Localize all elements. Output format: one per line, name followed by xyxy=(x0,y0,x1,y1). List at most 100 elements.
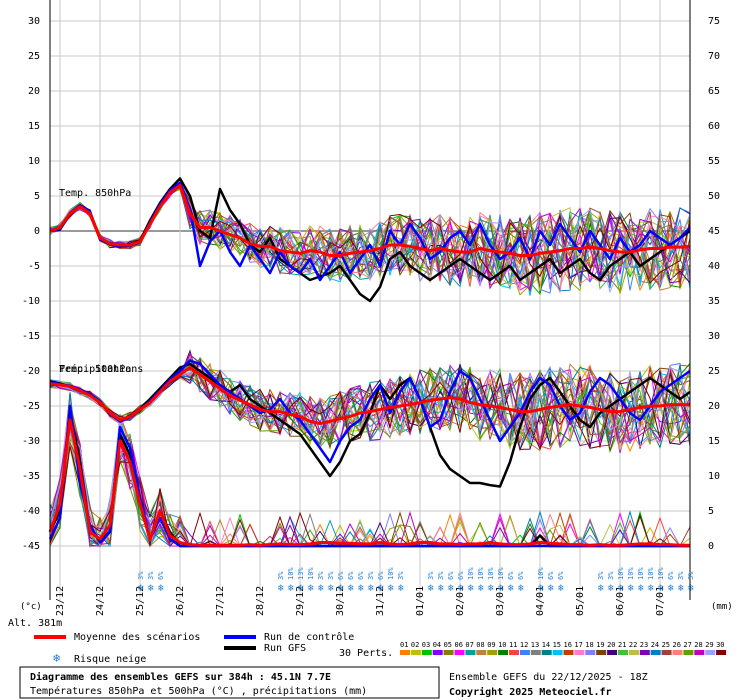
legend-control-label: Run de contrôle xyxy=(264,631,354,643)
right-tick-label: 45 xyxy=(708,226,720,237)
pert-swatch xyxy=(400,650,410,655)
pert-swatch xyxy=(661,650,672,655)
snowflake-icon: ❄ xyxy=(668,583,675,594)
pert-swatch xyxy=(683,650,694,655)
right-tick-label: 40 xyxy=(708,261,720,272)
left-tick-label: 25 xyxy=(28,51,40,62)
snowflake-icon: ❄ xyxy=(518,583,525,594)
snow-risk-label: 13% xyxy=(297,567,305,580)
pert-number: 18 xyxy=(585,641,593,649)
x-tick-label: 27/12 xyxy=(215,586,226,616)
snowflake-icon: ❄ xyxy=(338,583,345,594)
pert-number: 03 xyxy=(422,641,430,649)
pert-number: 23 xyxy=(640,641,648,649)
left-tick-label: 30 xyxy=(28,16,40,27)
x-tick-label: 29/12 xyxy=(295,586,306,616)
left-tick-label: 15 xyxy=(28,121,40,132)
x-tick-label: 02/01 xyxy=(455,586,466,616)
snow-risk-label: 6% xyxy=(517,571,525,580)
main-series-lines xyxy=(48,177,691,548)
pert-swatch xyxy=(607,650,618,655)
snow-risk-label: 10% xyxy=(617,567,625,580)
snowflake-icon: ❄ xyxy=(428,583,435,594)
pert-number: 30 xyxy=(716,641,724,649)
pert-number: 20 xyxy=(607,641,615,649)
snowflake-icon: ❄ xyxy=(298,583,305,594)
left-unit: (°c) xyxy=(20,602,42,612)
pert-swatch xyxy=(530,650,541,655)
pert-swatch xyxy=(454,650,465,655)
pert-swatch xyxy=(585,650,596,655)
snow-risk: 3%❄3%❄6%❄3%❄10%❄13%❄10%❄3%❄3%❄6%❄6%❄6%❄3… xyxy=(137,567,695,594)
snow-risk-label: 10% xyxy=(467,567,475,580)
pert-number: 25 xyxy=(662,641,670,649)
pert-number: 16 xyxy=(564,641,572,649)
chart-subtitle: Températures 850hPa et 500hPa (°C) , pré… xyxy=(30,685,367,697)
left-tick-label: -40 xyxy=(22,506,40,517)
pert-number: 06 xyxy=(455,641,463,649)
x-tick-label: 30/12 xyxy=(335,586,346,616)
snowflake-icon: ❄ xyxy=(158,583,165,594)
snowflake-icon: ❄ xyxy=(598,583,605,594)
legend-perts-label: 30 Perts. xyxy=(339,648,393,659)
x-tick-label: 01/01 xyxy=(415,586,426,616)
x-tick-label: 24/12 xyxy=(95,586,106,616)
pert-number: 11 xyxy=(509,641,517,649)
x-tick-label: 23/12 xyxy=(55,586,66,616)
x-tick-label: 04/01 xyxy=(535,586,546,616)
right-tick-label: 65 xyxy=(708,86,720,97)
snowflake-icon: ❄ xyxy=(628,583,635,594)
left-tick-label: 10 xyxy=(28,156,40,167)
right-tick-label: 15 xyxy=(708,436,720,447)
snowflake-icon: ❄ xyxy=(448,583,455,594)
pert-number: 26 xyxy=(673,641,681,649)
pert-number: 10 xyxy=(498,641,506,649)
pert-swatch xyxy=(487,650,498,655)
snow-risk-label: 10% xyxy=(307,567,315,580)
snow-risk-label: 10% xyxy=(637,567,645,580)
snowflake-icon: ❄ xyxy=(368,583,375,594)
snow-risk-label: 6% xyxy=(337,571,345,580)
pert-swatch xyxy=(694,650,705,655)
left-tick-label: -35 xyxy=(22,471,40,482)
snowflake-icon: ❄ xyxy=(478,583,485,594)
snowflake-icon: ❄ xyxy=(688,583,695,594)
right-tick-label: 75 xyxy=(708,16,720,27)
snow-risk-label: 6% xyxy=(667,571,675,580)
pert-number: 13 xyxy=(531,641,539,649)
pert-number: 28 xyxy=(694,641,702,649)
left-tick-label: 5 xyxy=(34,191,40,202)
pert-swatch xyxy=(509,650,519,655)
snow-risk-label: 10% xyxy=(537,567,545,580)
snowflake-icon: ❄ xyxy=(438,583,445,594)
pert-swatch xyxy=(410,650,421,655)
snow-risk-label: 10% xyxy=(647,567,655,580)
left-tick-label: -15 xyxy=(22,331,40,342)
t850-label: Temp. 850hPa xyxy=(59,188,131,199)
snowflake-icon: ❄ xyxy=(648,583,655,594)
snow-risk-label: 3% xyxy=(317,571,325,580)
snowflake-icon: ❄ xyxy=(538,583,545,594)
left-tick-label: -10 xyxy=(22,296,40,307)
snowflake-icon: ❄ xyxy=(558,583,565,594)
snow-risk-label: 3% xyxy=(367,571,375,580)
left-tick-label: -25 xyxy=(22,401,40,412)
snowflake-icon: ❄ xyxy=(328,583,335,594)
pert-number: 14 xyxy=(542,641,550,649)
left-tick-label: -5 xyxy=(28,261,40,272)
snow-risk-label: 10% xyxy=(487,567,495,580)
snow-risk-label: 6% xyxy=(447,571,455,580)
x-tick-label: 07/01 xyxy=(655,586,666,616)
pert-swatch xyxy=(563,650,574,655)
pert-swatch xyxy=(650,650,661,655)
snow-risk-label: 6% xyxy=(157,571,165,580)
pert-swatch xyxy=(705,650,716,655)
x-tick-label: 25/12 xyxy=(135,586,146,616)
pert-swatch xyxy=(574,650,585,655)
series-mean-t850 xyxy=(49,184,691,257)
snow-risk-label: 3% xyxy=(427,571,435,580)
pert-number: 22 xyxy=(629,641,637,649)
snowflake-icon: ❄ xyxy=(458,583,465,594)
precip-label: Précipitations xyxy=(59,363,143,375)
